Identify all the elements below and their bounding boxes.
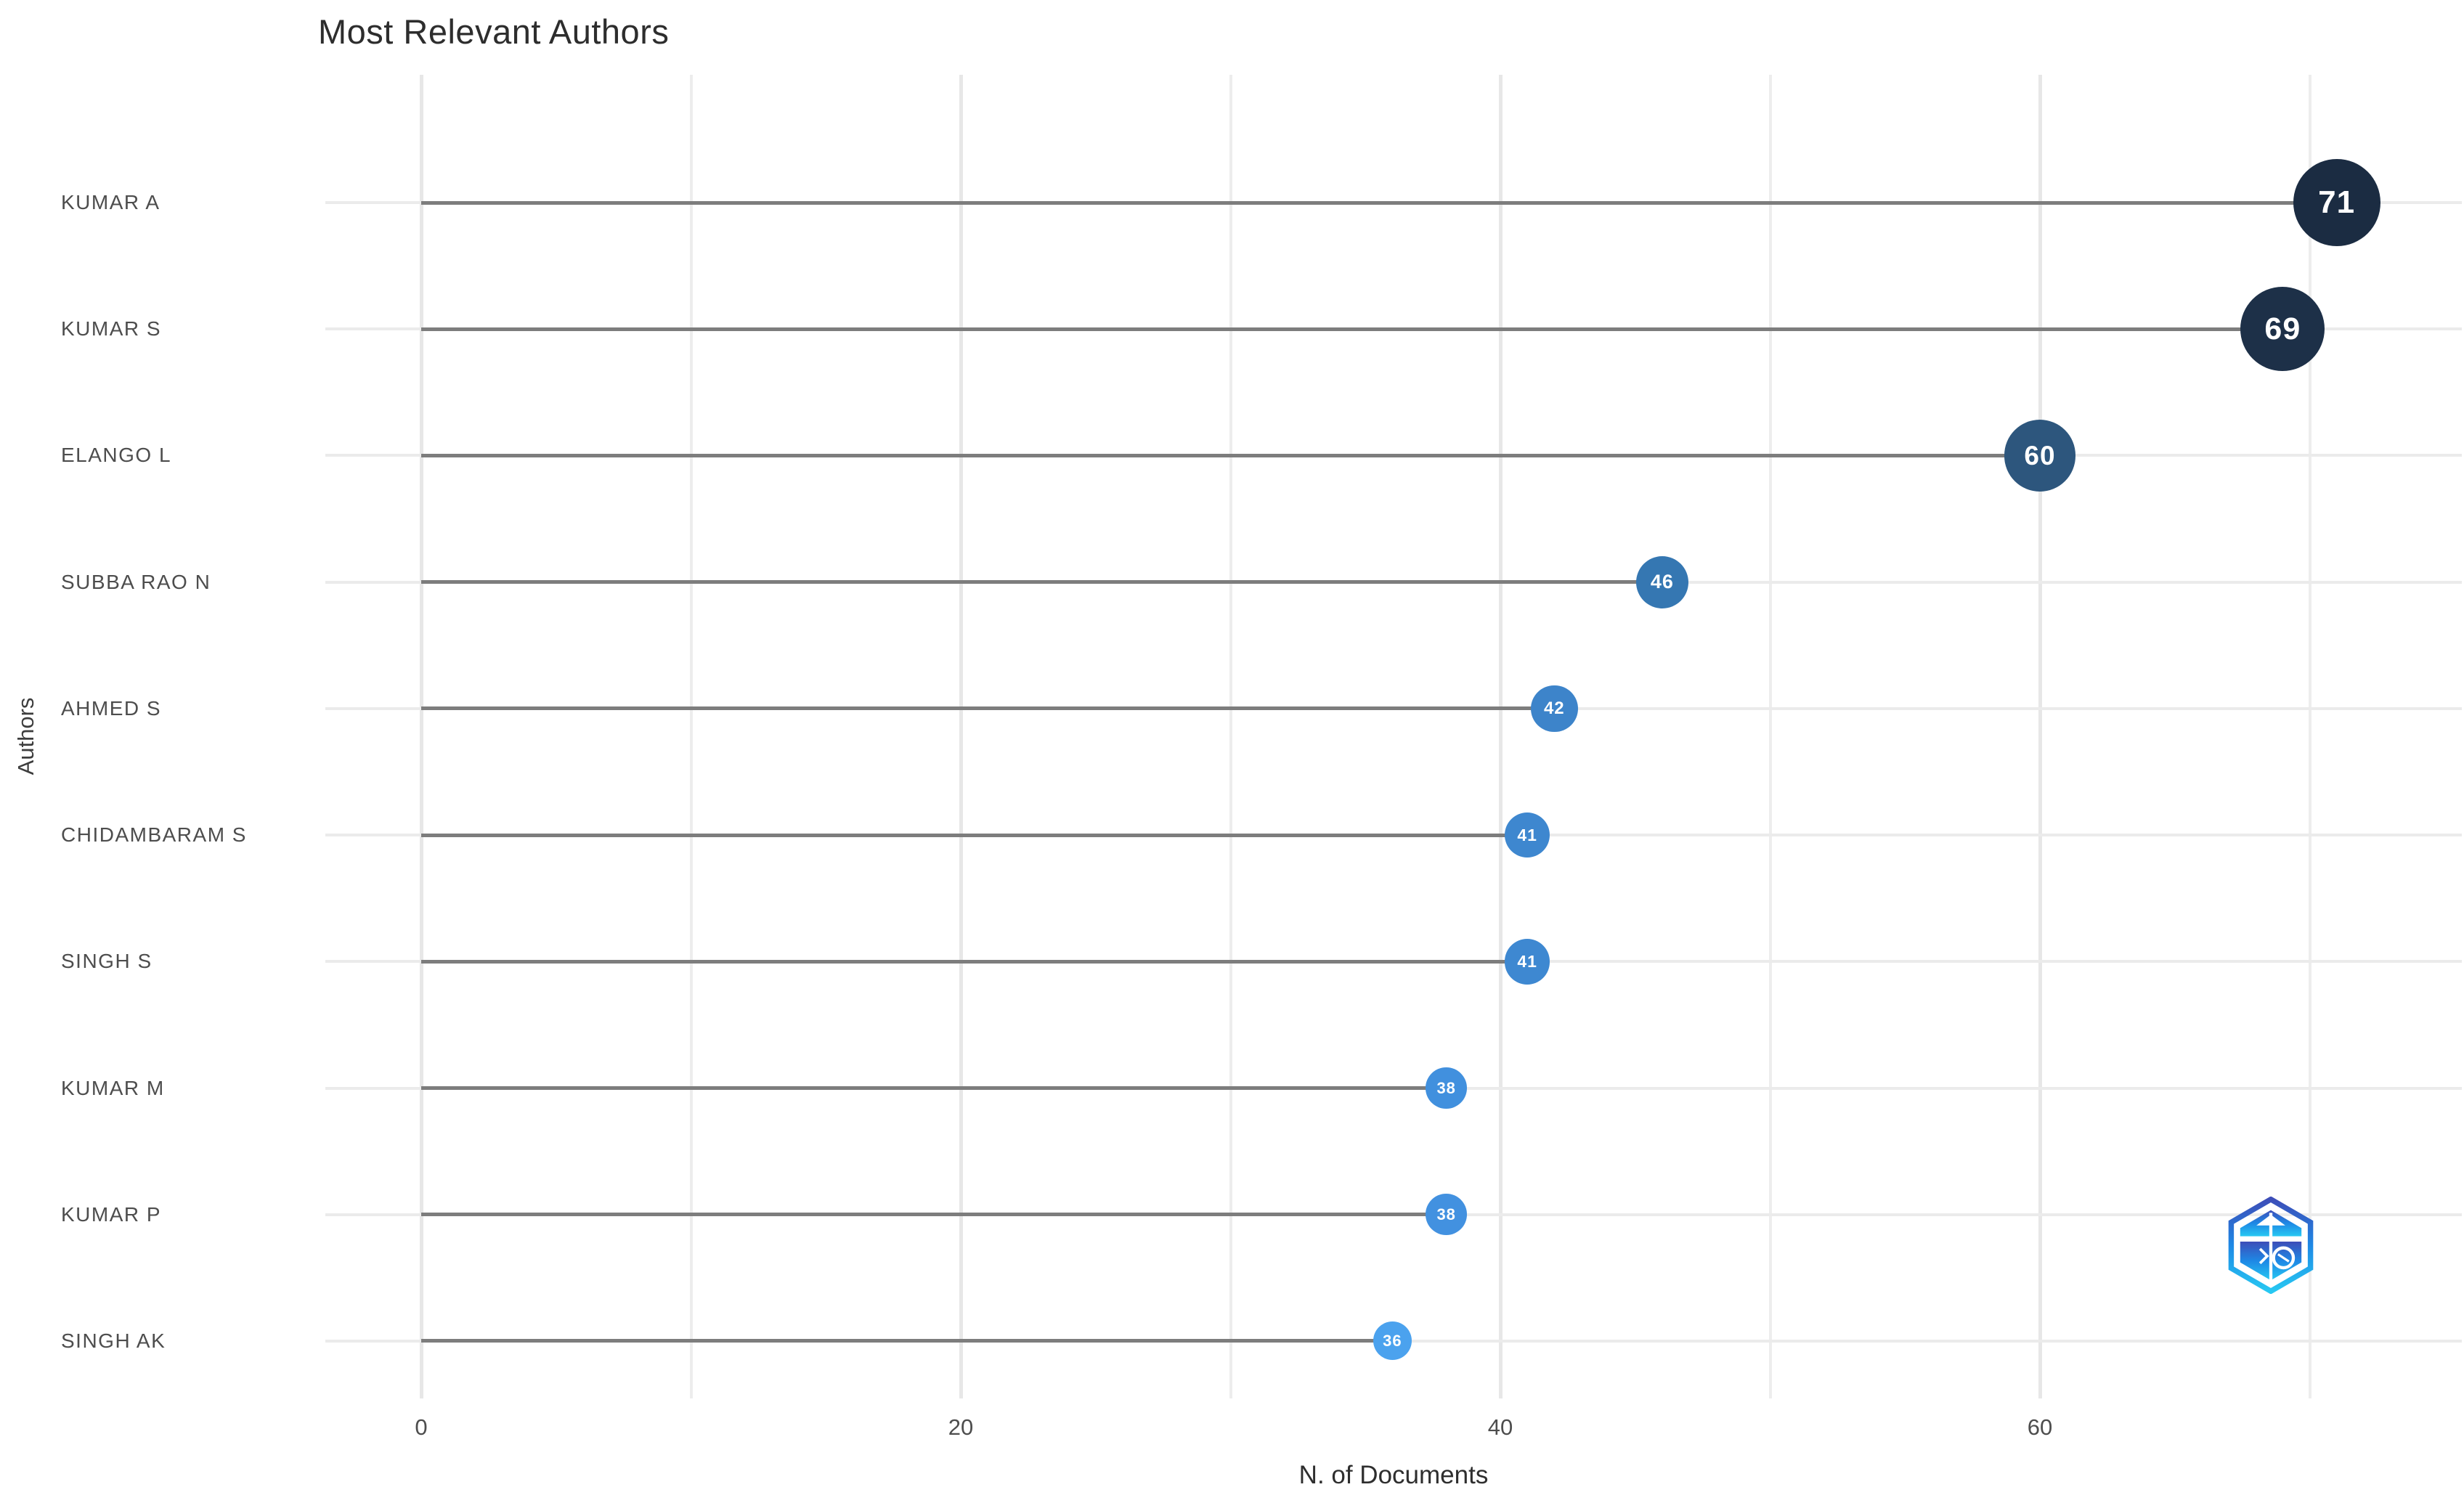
x-tick-label-20: 20 <box>948 1414 974 1440</box>
author-label-elango-l: ELANGO L <box>61 444 172 467</box>
hexagon-icon <box>2228 1197 2314 1294</box>
data-point-chidambaram-s[interactable]: 41 <box>1504 812 1550 858</box>
chart-title: Most Relevant Authors <box>318 12 670 51</box>
x-axis-title: N. of Documents <box>1298 1461 1489 1489</box>
v-gridline-70 <box>2308 75 2311 1398</box>
lollipop-stem <box>421 833 1528 837</box>
data-point-kumar-s[interactable]: 69 <box>2240 287 2325 372</box>
author-label-kumar-p: KUMAR P <box>61 1202 162 1226</box>
author-label-singh-s: SINGH S <box>61 950 153 973</box>
data-point-value: 60 <box>2024 440 2056 471</box>
author-label-chidambaram-s: CHIDAMBARAM S <box>61 823 247 847</box>
data-point-value: 41 <box>1517 951 1537 971</box>
v-gridline-40 <box>1499 75 1503 1398</box>
v-gridline-30 <box>1229 75 1232 1398</box>
author-label-kumar-s: KUMAR S <box>61 317 162 341</box>
lollipop-stem <box>421 580 1662 584</box>
data-point-value: 36 <box>1383 1331 1402 1350</box>
data-point-ahmed-s[interactable]: 42 <box>1531 685 1578 733</box>
lollipop-stem <box>421 706 1555 711</box>
author-label-kumar-a: KUMAR A <box>61 191 160 213</box>
data-point-kumar-m[interactable]: 38 <box>1426 1067 1468 1109</box>
v-gridline-0 <box>420 75 423 1398</box>
lollipop-stem <box>421 1086 1447 1091</box>
data-point-singh-s[interactable]: 41 <box>1504 939 1550 985</box>
data-point-value: 69 <box>2264 311 2301 346</box>
x-tick-label-0: 0 <box>415 1414 428 1440</box>
v-gridline-10 <box>689 75 693 1398</box>
data-point-value: 42 <box>1543 698 1565 718</box>
data-point-value: 41 <box>1517 825 1537 844</box>
lollipop-stem <box>421 453 2040 457</box>
y-axis-title: Authors <box>13 697 38 775</box>
lollipop-stem <box>421 200 2337 205</box>
data-point-value: 46 <box>1650 571 1674 593</box>
data-point-value: 38 <box>1436 1078 1456 1097</box>
data-point-subba-rao-n[interactable]: 46 <box>1635 555 1688 608</box>
lollipop-stem <box>421 327 2283 331</box>
plot-panel: 71 69 60 46 42 41 41 38 38 36 <box>325 75 2462 1398</box>
biblioshiny-logo <box>2228 1197 2314 1294</box>
lollipop-stem <box>421 1339 1393 1343</box>
author-label-kumar-m: KUMAR M <box>61 1076 165 1099</box>
author-label-ahmed-s: AHMED S <box>61 696 162 720</box>
v-gridline-50 <box>1768 75 1772 1398</box>
lollipop-stem <box>421 1213 1447 1217</box>
x-tick-label-60: 60 <box>2027 1414 2053 1440</box>
data-point-kumar-p[interactable]: 38 <box>1426 1194 1468 1236</box>
v-gridline-60 <box>2038 75 2042 1398</box>
data-point-elango-l[interactable]: 60 <box>2004 420 2076 492</box>
data-point-singh-ak[interactable]: 36 <box>1373 1321 1412 1361</box>
data-point-value: 71 <box>2318 184 2356 220</box>
author-label-singh-ak: SINGH AK <box>61 1329 166 1352</box>
lollipop-stem <box>421 959 1528 964</box>
x-tick-label-40: 40 <box>1487 1414 1513 1440</box>
v-gridline-20 <box>959 75 963 1398</box>
data-point-value: 38 <box>1436 1205 1456 1223</box>
data-point-kumar-a[interactable]: 71 <box>2293 159 2380 246</box>
author-label-subba-rao-n: SUBBA RAO N <box>61 570 211 593</box>
